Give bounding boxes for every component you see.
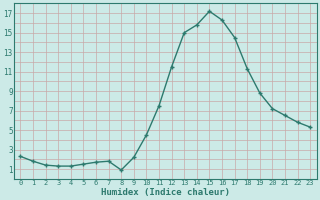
X-axis label: Humidex (Indice chaleur): Humidex (Indice chaleur)	[101, 188, 230, 197]
